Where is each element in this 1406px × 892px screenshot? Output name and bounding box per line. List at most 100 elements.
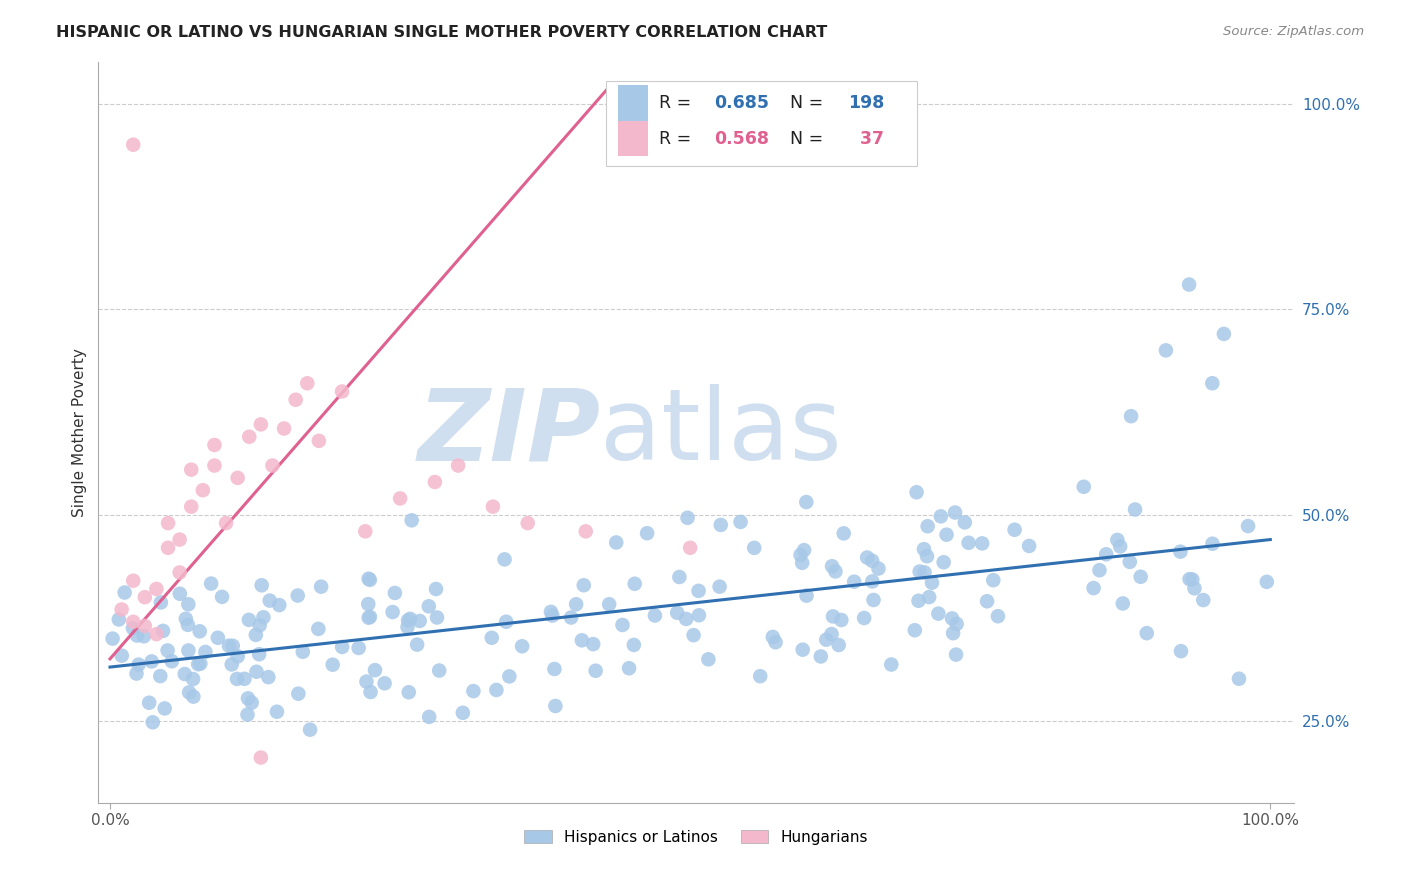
Point [157,516,180,530]
Point [153,701,176,715]
Point [398,685,420,699]
Point [540,605,562,619]
Point [905,485,928,500]
Point [1073,480,1095,494]
Text: N =: N = [790,95,830,112]
Point [820,627,842,641]
Point [953,516,976,530]
Point [177,618,200,632]
Point [169,566,191,580]
Point [347,640,370,655]
Point [357,610,380,624]
Point [299,723,322,737]
Point [406,638,429,652]
Point [252,610,274,624]
Point [1018,539,1040,553]
Point [138,696,160,710]
Point [688,608,710,623]
Point [309,580,332,594]
Point [245,665,267,679]
Point [957,536,980,550]
Point [1237,519,1260,533]
Point [495,615,517,629]
Point [1129,570,1152,584]
Point [297,376,319,391]
Point [505,854,527,868]
Point [169,533,191,547]
Point [447,458,470,473]
FancyBboxPatch shape [619,86,648,121]
Point [257,670,280,684]
Point [1212,326,1234,341]
Point [571,633,593,648]
Point [1112,597,1135,611]
Point [1109,540,1132,554]
Point [145,582,167,596]
Point [401,513,423,527]
Point [287,687,309,701]
Point [945,648,967,662]
Point [204,438,226,452]
Point [152,624,174,638]
Point [226,672,249,686]
Point [384,586,406,600]
Point [364,663,387,677]
Point [880,657,903,672]
Point [188,624,211,639]
Point [222,639,245,653]
Point [1178,277,1201,292]
Point [598,597,620,611]
Point [623,576,645,591]
Text: 0.568: 0.568 [714,129,769,148]
Point [149,595,172,609]
Point [605,535,627,549]
Point [215,516,238,530]
Point [360,685,382,699]
Point [128,657,150,672]
Point [240,696,263,710]
Point [188,657,211,671]
Point [374,676,396,690]
Point [921,575,943,590]
Point [510,640,533,654]
Point [1095,547,1118,561]
Point [396,614,419,628]
Point [830,613,852,627]
Point [396,620,419,634]
Point [134,619,156,633]
Point [935,527,957,541]
Point [122,621,145,635]
Point [821,559,844,574]
Point [565,597,588,611]
Point [853,611,876,625]
Point [111,648,134,663]
Point [238,613,260,627]
Point [709,580,731,594]
Point [582,637,605,651]
Point [972,536,994,550]
Point [359,610,381,624]
Point [1119,409,1142,424]
Point [856,550,879,565]
Point [929,509,952,524]
Point [730,515,752,529]
Point [1004,523,1026,537]
Point [426,610,449,624]
Point [945,616,967,631]
Point [262,458,284,473]
Point [815,632,838,647]
Point [111,602,134,616]
Point [912,542,935,557]
Point [481,631,503,645]
Point [194,645,217,659]
Point [827,638,849,652]
Point [156,643,179,657]
Point [389,491,412,506]
FancyBboxPatch shape [619,121,648,156]
Point [245,628,267,642]
Point [942,626,965,640]
Point [915,549,938,564]
Point [356,674,378,689]
Point [183,690,205,704]
Point [666,606,689,620]
